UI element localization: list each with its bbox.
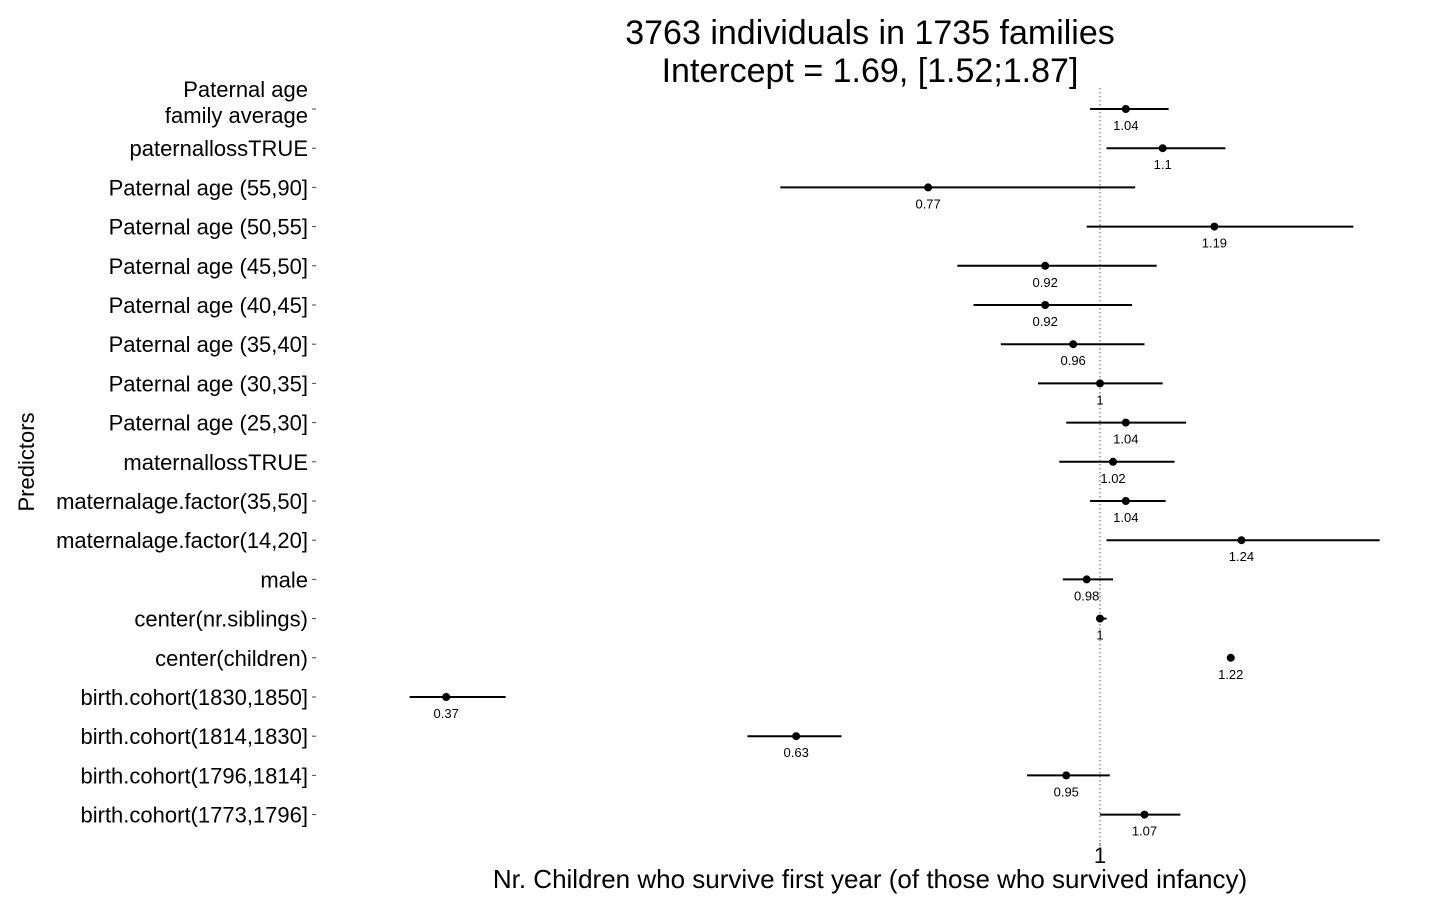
estimate-value-label: 1: [1096, 628, 1103, 643]
point-estimate: [1226, 653, 1235, 662]
predictor-row: Paternal age (45,50] 0.92: [109, 254, 1157, 290]
predictor-row: paternallossTRUE 1.1: [129, 136, 1226, 172]
point-estimate: [792, 732, 801, 741]
point-estimate: [1210, 222, 1219, 231]
predictor-row: birth.cohort(1773,1796] 1.07: [81, 803, 1181, 839]
title-line-1: 3763 individuals in 1735 families: [625, 14, 1115, 52]
estimate-value-label: 0.96: [1060, 353, 1085, 368]
x-axis-ticks: 1: [1094, 843, 1106, 868]
y-axis-title: Predictors: [14, 412, 39, 511]
point-estimate: [1158, 144, 1167, 153]
predictor-label: maternallossTRUE: [123, 450, 308, 475]
predictor-row: Paternal age (40,45] 0.92: [109, 293, 1133, 329]
predictor-label: birth.cohort(1796,1814]: [81, 763, 309, 788]
predictor-row: center(children) 1.22: [155, 646, 1243, 682]
chart-title: 3763 individuals in 1735 familiesInterce…: [625, 14, 1115, 90]
predictor-row: maternalage.factor(14,20] 1.24: [56, 528, 1380, 564]
estimate-value-label: 1.1: [1154, 157, 1172, 172]
predictor-row: Paternal age family average 1.04: [165, 77, 1169, 133]
point-estimate: [1062, 771, 1071, 780]
point-estimate: [1109, 457, 1118, 466]
predictor-row: birth.cohort(1796,1814] 0.95: [81, 763, 1110, 799]
predictor-label: birth.cohort(1830,1850]: [81, 685, 309, 710]
title-line-2: Intercept = 1.69, [1.52;1.87]: [662, 52, 1079, 90]
estimate-value-label: 1.19: [1202, 236, 1227, 251]
predictor-row: Paternal age (55,90] 0.77: [109, 175, 1136, 211]
estimate-value-label: 1: [1096, 392, 1103, 407]
predictor-label: Paternal age (45,50]: [109, 254, 308, 279]
predictor-label: Paternal age (35,40]: [109, 332, 308, 357]
predictor-label: Paternal age (30,35]: [109, 371, 308, 396]
estimate-value-label: 1.04: [1113, 510, 1138, 525]
predictor-label: Paternal age family average: [165, 77, 308, 128]
estimate-value-label: 1.22: [1218, 667, 1243, 682]
predictor-label: maternalage.factor(35,50]: [56, 489, 308, 514]
point-estimate: [1121, 418, 1130, 427]
predictor-label: Paternal age (50,55]: [109, 215, 308, 240]
point-estimate: [1082, 575, 1091, 584]
point-estimate: [1121, 497, 1130, 505]
chart-rows: Paternal age family average 1.04 paternallo…: [56, 77, 1380, 839]
predictor-row: Paternal age (50,55] 1.19: [109, 215, 1354, 251]
point-estimate: [1096, 379, 1104, 388]
estimate-value-label: 1.04: [1113, 118, 1138, 133]
point-estimate: [1096, 614, 1104, 623]
point-estimate: [1069, 340, 1078, 349]
predictor-row: birth.cohort(1830,1850] 0.37: [81, 685, 506, 721]
predictor-row: center(nr.siblings) 1: [134, 607, 1107, 643]
predictor-row: Paternal age (25,30] 1.04: [109, 411, 1187, 447]
predictor-label: Paternal age (55,90]: [109, 175, 308, 200]
estimate-value-label: 0.77: [915, 196, 940, 211]
predictor-label: birth.cohort(1814,1830]: [81, 724, 309, 749]
predictor-label: center(nr.siblings): [134, 607, 308, 632]
predictor-label: Paternal age (40,45]: [109, 293, 308, 318]
predictor-row: Paternal age (30,35] 1: [109, 371, 1163, 407]
predictor-label: center(children): [155, 646, 308, 671]
estimate-value-label: 0.37: [434, 706, 459, 721]
estimate-value-label: 0.92: [1033, 314, 1058, 329]
x-axis-title: Nr. Children who survive first year (of …: [493, 864, 1247, 894]
estimate-value-label: 0.92: [1033, 275, 1058, 290]
predictor-row: Paternal age (35,40] 0.96: [109, 332, 1145, 368]
predictor-row: maternallossTRUE 1.02: [123, 450, 1175, 486]
predictor-label: birth.cohort(1773,1796]: [81, 803, 309, 828]
point-estimate: [1041, 301, 1050, 309]
estimate-value-label: 1.02: [1100, 471, 1125, 486]
predictor-label: maternalage.factor(14,20]: [56, 528, 308, 553]
estimate-value-label: 1.24: [1229, 549, 1254, 564]
predictor-row: male 0.98: [260, 567, 1114, 603]
x-tick-label: 1: [1094, 843, 1106, 868]
point-estimate: [1121, 105, 1130, 113]
point-estimate: [924, 183, 933, 192]
predictor-label: paternallossTRUE: [129, 136, 308, 161]
point-estimate: [1237, 536, 1246, 545]
predictor-label: Paternal age (25,30]: [109, 411, 308, 436]
estimate-value-label: 0.63: [784, 745, 809, 760]
estimate-value-label: 1.07: [1132, 824, 1157, 839]
point-estimate: [1140, 810, 1149, 819]
predictor-row: birth.cohort(1814,1830] 0.63: [81, 724, 842, 760]
point-estimate: [1041, 261, 1050, 270]
estimate-value-label: 0.98: [1074, 588, 1099, 603]
estimate-value-label: 0.95: [1054, 784, 1079, 799]
point-estimate: [442, 693, 451, 701]
predictor-row: maternalage.factor(35,50] 1.04: [56, 489, 1166, 525]
predictor-label: male: [260, 567, 308, 592]
estimate-value-label: 1.04: [1113, 432, 1138, 447]
